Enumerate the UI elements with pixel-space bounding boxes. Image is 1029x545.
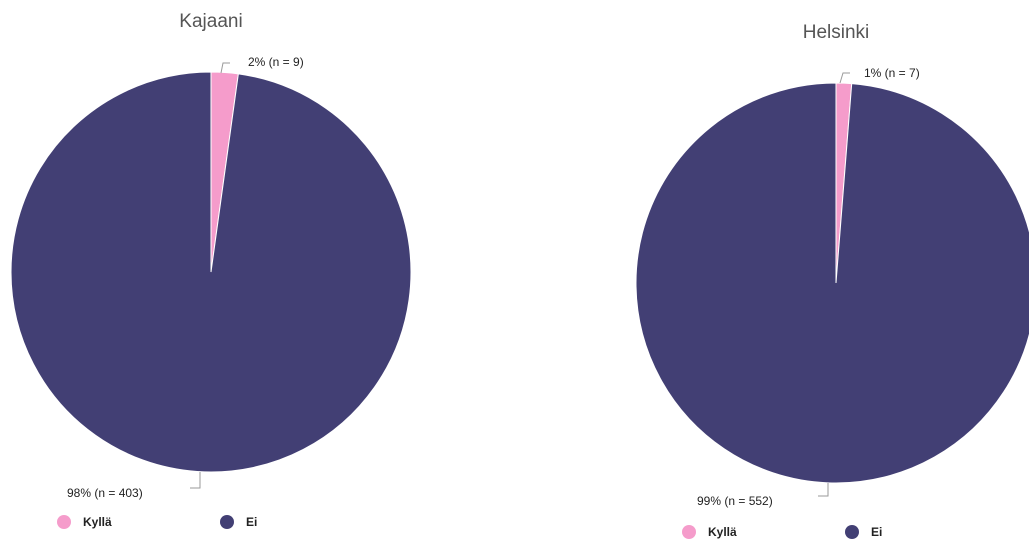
legend-swatch-kyllae[interactable] xyxy=(682,525,696,539)
data-label-kyllae: 2% (n = 9) xyxy=(248,55,304,69)
chart-title: Helsinki xyxy=(803,22,870,43)
data-label-ei: 98% (n = 403) xyxy=(67,486,143,500)
legend-label-kyllae: Kyllä xyxy=(708,525,737,539)
leader-line-kyllae xyxy=(839,72,850,84)
data-label-kyllae: 1% (n = 7) xyxy=(864,66,920,80)
legend: Kyllä Ei xyxy=(57,515,257,529)
pie-slice-ei[interactable] xyxy=(10,71,412,473)
legend-label-ei: Ei xyxy=(246,515,257,529)
leader-line-kyllae xyxy=(220,62,230,74)
legend-swatch-ei[interactable] xyxy=(845,525,859,539)
legend-label-kyllae: Kyllä xyxy=(83,515,112,529)
legend-label-ei: Ei xyxy=(871,525,882,539)
leader-line-ei xyxy=(190,472,201,489)
legend-swatch-kyllae[interactable] xyxy=(57,515,71,529)
pie-slice-ei[interactable] xyxy=(635,82,1029,484)
legend: Kyllä Ei xyxy=(682,525,882,539)
legend-swatch-ei[interactable] xyxy=(220,515,234,529)
chart-title: Kajaani xyxy=(179,11,242,32)
chart-helsinki: Helsinki 1% (n = 7) 99% (n = 552) Kyllä … xyxy=(635,22,1029,539)
data-label-ei: 99% (n = 552) xyxy=(697,494,773,508)
leader-line-ei xyxy=(818,483,829,497)
chart-kajaani: Kajaani 2% (n = 9) 98% (n = 403) Kyllä E… xyxy=(10,11,412,529)
